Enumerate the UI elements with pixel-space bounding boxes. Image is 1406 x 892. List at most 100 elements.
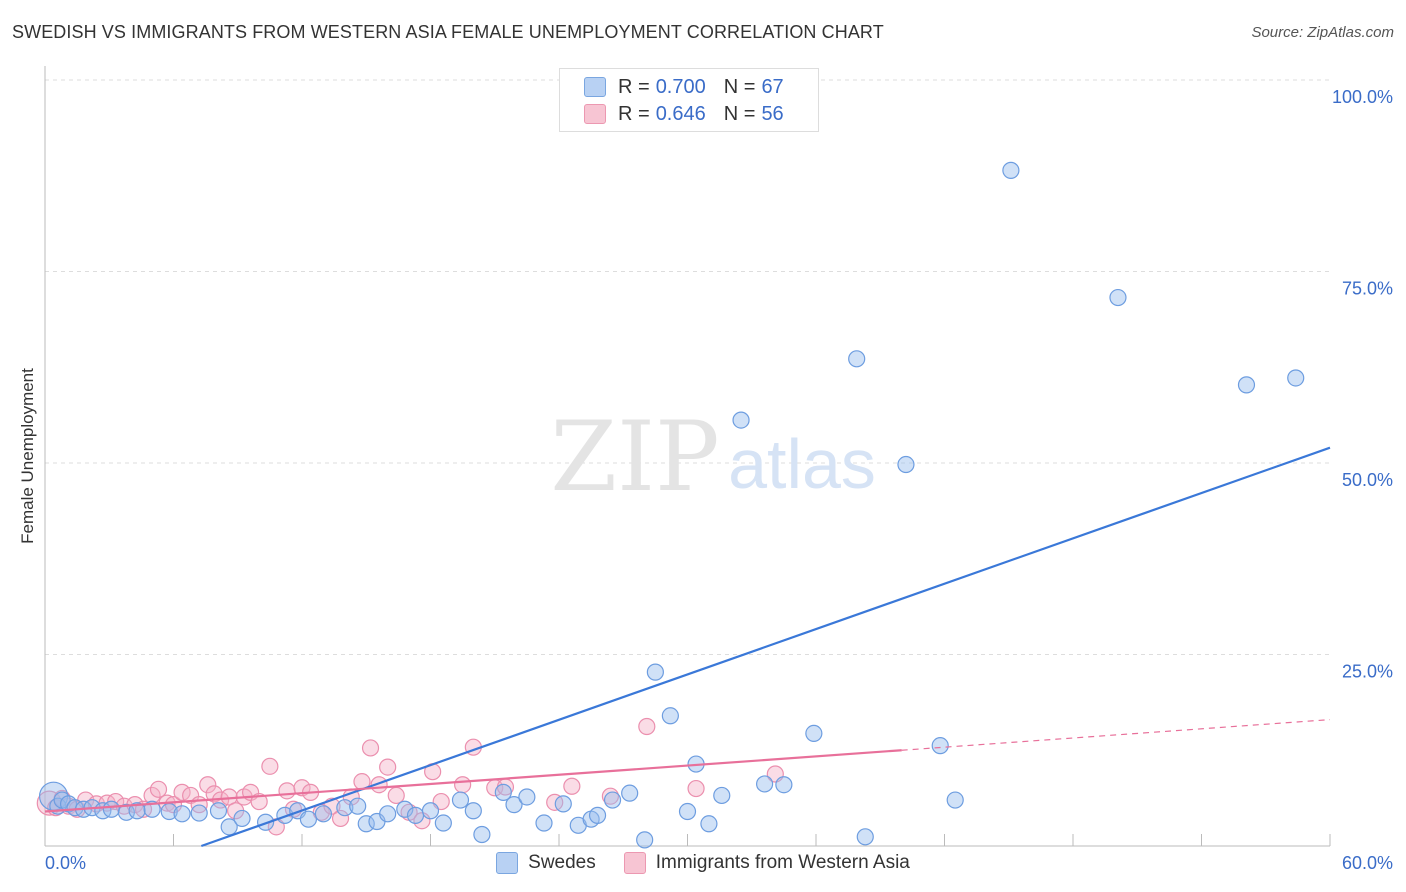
watermark-zip: ZIP bbox=[550, 401, 719, 513]
y-tick-label-1: 50.0% bbox=[1342, 470, 1393, 490]
swedes-point-47 bbox=[661, 707, 679, 725]
swedes-point-27 bbox=[379, 805, 397, 823]
swedes-point-8 bbox=[102, 800, 120, 818]
swedes-point-46 bbox=[646, 663, 664, 681]
series-legend-immigrants: Immigrants from Western Asia bbox=[623, 852, 910, 874]
swedes-point-53 bbox=[755, 775, 774, 793]
immigrants-point-41 bbox=[387, 786, 405, 805]
swedes-point-14 bbox=[190, 804, 208, 822]
immigrants-point-19 bbox=[199, 776, 217, 794]
swedes-point-15 bbox=[209, 802, 228, 820]
series-swatch-immigrants bbox=[623, 852, 646, 874]
swedes-point-59 bbox=[931, 737, 949, 755]
swedes-point-44 bbox=[621, 784, 639, 802]
legend-n-label: N = bbox=[723, 102, 756, 125]
series-label-immigrants: Immigrants from Western Asia bbox=[655, 852, 910, 873]
trend-lines bbox=[44, 446, 1331, 848]
swedes-point-51 bbox=[713, 786, 731, 805]
swedes-point-17 bbox=[233, 809, 251, 828]
y-tick-label-2: 75.0% bbox=[1342, 279, 1393, 299]
swedes-point-42 bbox=[588, 806, 607, 824]
series-swatch-swedes bbox=[496, 852, 519, 874]
legend-row-swedes: R = 0.700 N = 67 bbox=[584, 74, 784, 100]
immigrants-point-27 bbox=[261, 757, 279, 775]
swedes-point-62 bbox=[1109, 288, 1127, 307]
immigrants-trend-extension bbox=[901, 719, 1331, 751]
series-label-swedes: Swedes bbox=[528, 852, 596, 873]
legend-n-value-immigrants: 56 bbox=[761, 102, 784, 125]
legend-r-label: R = bbox=[618, 75, 650, 98]
immigrants-point-29 bbox=[278, 782, 296, 800]
series-legend-swedes: Swedes bbox=[496, 852, 596, 874]
y-tick-label-0: 25.0% bbox=[1342, 662, 1393, 682]
y-tick-label-3: 100.0% bbox=[1332, 87, 1393, 107]
legend-n-value-swedes: 67 bbox=[761, 75, 784, 98]
swedes-point-60 bbox=[946, 791, 964, 809]
swedes-point-29 bbox=[406, 806, 425, 824]
legend-r-value-immigrants: 0.646 bbox=[655, 102, 706, 125]
swedes-point-13 bbox=[173, 805, 191, 823]
legend-swatch-swedes bbox=[584, 77, 606, 97]
swedes-point-25 bbox=[357, 815, 375, 833]
swedes-point-33 bbox=[464, 802, 482, 820]
watermark-atlas: atlas bbox=[728, 425, 876, 503]
swedes-point-10 bbox=[128, 802, 146, 820]
swedes-point-4 bbox=[66, 799, 84, 817]
swedes-point-37 bbox=[518, 788, 536, 806]
swedes-point-43 bbox=[603, 791, 622, 809]
swedes-point-50 bbox=[700, 815, 718, 833]
axes bbox=[44, 66, 1331, 847]
swedes-point-16 bbox=[220, 818, 238, 836]
swedes-point-35 bbox=[494, 783, 512, 801]
swedes-point-21 bbox=[299, 810, 318, 828]
swedes-point-28 bbox=[396, 800, 414, 818]
swedes-point-39 bbox=[554, 795, 572, 813]
swedes-trend-line bbox=[200, 446, 1331, 848]
watermark: ZIP atlas bbox=[550, 401, 876, 513]
swedes-point-30 bbox=[421, 802, 440, 820]
immigrants-point-35 bbox=[331, 809, 350, 828]
immigrants-point-17 bbox=[182, 786, 200, 805]
immigrants-point-38 bbox=[361, 739, 380, 757]
swedes-point-38 bbox=[535, 814, 553, 832]
legend-n-label: N = bbox=[723, 75, 756, 98]
swedes-point-24 bbox=[349, 797, 367, 815]
swedes-point-48 bbox=[678, 802, 697, 821]
correlation-legend: R = 0.700 N = 67 R = 0.646 N = 56 bbox=[559, 68, 819, 132]
immigrants-trend-line bbox=[44, 749, 902, 813]
legend-swatch-immigrants bbox=[584, 104, 606, 124]
swedes-point-54 bbox=[775, 776, 793, 794]
tick-labels: 25.0% 50.0% 75.0% 100.0% 0.0% 60.0% bbox=[45, 87, 1393, 873]
swedes-point-64 bbox=[1287, 369, 1305, 387]
swedes-point-58 bbox=[897, 455, 915, 474]
swedes-point-34 bbox=[473, 825, 491, 844]
swedes-point-22 bbox=[314, 805, 333, 823]
immigrants-point-54 bbox=[687, 779, 705, 798]
chart-title: SWEDISH VS IMMIGRANTS FROM WESTERN ASIA … bbox=[12, 22, 884, 42]
series-legend: Swedes Immigrants from Western Asia bbox=[0, 852, 1406, 874]
swedes-point-56 bbox=[848, 350, 866, 368]
immigrants-point-51 bbox=[563, 777, 581, 795]
immigrants-point-50 bbox=[546, 793, 564, 811]
immigrants-point-40 bbox=[379, 758, 397, 776]
swedes-point-31 bbox=[434, 814, 452, 832]
swedes-point-55 bbox=[805, 724, 823, 742]
swedes-point-23 bbox=[336, 799, 354, 817]
swedes-point-32 bbox=[451, 791, 470, 809]
legend-row-immigrants: R = 0.646 N = 56 bbox=[584, 101, 784, 127]
immigrants-point-46 bbox=[454, 776, 472, 794]
immigrants-point-53 bbox=[638, 717, 656, 736]
swedes-point-45 bbox=[636, 831, 654, 849]
x-tick-label-max: 60.0% bbox=[1342, 853, 1393, 873]
legend-r-value-swedes: 0.700 bbox=[655, 75, 706, 98]
legend-r-label: R = bbox=[618, 102, 650, 125]
series-swedes-points bbox=[38, 161, 1305, 849]
swedes-point-52 bbox=[732, 411, 750, 429]
swedes-point-57 bbox=[856, 828, 874, 846]
source-label: Source: ZipAtlas.com bbox=[1251, 24, 1394, 41]
swedes-point-9 bbox=[117, 803, 135, 821]
immigrants-point-13 bbox=[149, 780, 168, 798]
swedes-point-63 bbox=[1237, 376, 1256, 394]
grid-lines bbox=[45, 79, 1330, 655]
